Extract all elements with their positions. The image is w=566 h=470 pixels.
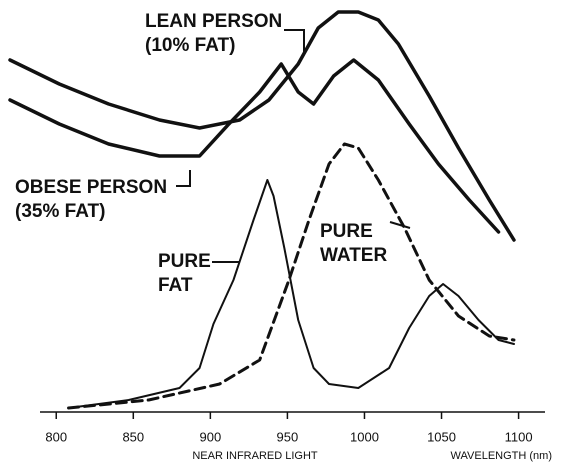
x-tick-label: 950 (277, 429, 299, 444)
x-tick-label: 1050 (427, 429, 456, 444)
annotation: WATER (320, 245, 387, 266)
x-tick-label: 800 (45, 429, 67, 444)
annotation: LEAN PERSON (145, 11, 282, 32)
annotation: (35% FAT) (15, 201, 105, 222)
x-axis-label: WAVELENGTH (nm) (451, 450, 552, 462)
x-tick-label: 900 (200, 429, 222, 444)
annotation: FAT (158, 275, 193, 296)
annotation: (10% FAT) (145, 35, 235, 56)
annotation: PURE (158, 251, 211, 272)
pointer (389, 221, 411, 229)
curve (67, 142, 516, 410)
x-tick-label: 1100 (505, 429, 533, 444)
pointer (284, 29, 305, 52)
pointer (176, 170, 191, 187)
annotation: PURE (320, 221, 373, 242)
curve (67, 179, 515, 409)
x-tick-label: 850 (122, 429, 144, 444)
curve (8, 10, 516, 242)
x-tick-label: 1000 (350, 429, 379, 444)
curve (8, 58, 501, 234)
annotation: OBESE PERSON (15, 177, 167, 198)
x-axis-label: NEAR INFRARED LIGHT (192, 450, 318, 462)
